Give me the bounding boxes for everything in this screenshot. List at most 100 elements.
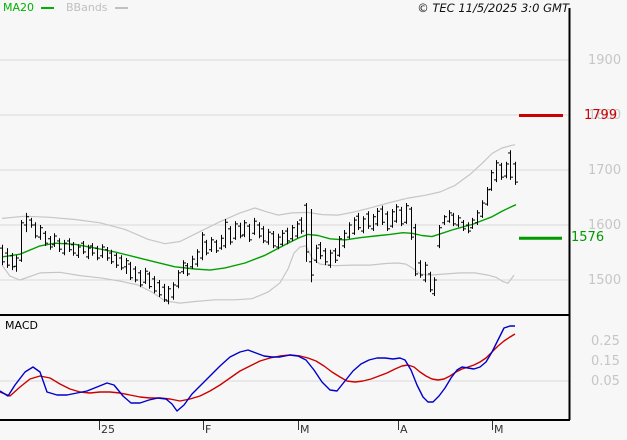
ohlc-bar [204, 239, 209, 256]
ohlc-bar [128, 261, 133, 280]
ohlc-bar [295, 221, 300, 239]
price-axis-label: 1700 [588, 163, 622, 178]
ohlc-bar [337, 236, 342, 257]
ohlc-bar [219, 234, 224, 250]
ohlc-bar [290, 225, 295, 241]
price-axis-label: 1600 [588, 218, 622, 233]
time-axis-label: M [300, 423, 310, 436]
price-axis-label: 1900 [588, 53, 622, 68]
time-axis-tick [99, 421, 100, 430]
macd-axis-label: 0.25 [591, 334, 620, 349]
ohlc-bar [361, 216, 366, 234]
bbands-legend-label: BBands [66, 1, 108, 14]
ohlc-bar [385, 211, 390, 232]
ohlc-bar [76, 244, 81, 258]
ma20-legend-label: MA20 [3, 1, 35, 14]
ohlc-bar [33, 222, 38, 239]
ohlc-bar [504, 161, 509, 179]
time-axis-label: 25 [101, 423, 115, 436]
ohlc-bar [451, 212, 456, 227]
time-axis-label: A [400, 423, 408, 436]
ohlc-bar [261, 226, 266, 244]
ohlc-bar [24, 212, 29, 233]
macd-line [0, 325, 515, 412]
ohlc-bar [0, 244, 5, 266]
ohlc-bar [10, 253, 15, 271]
ohlc-bar [190, 255, 195, 269]
ohlc-bar [342, 229, 347, 249]
macd-axis-label: 0.05 [591, 374, 620, 389]
ohlc-bar [5, 248, 10, 268]
bollinger-upper-band [1, 144, 516, 245]
ohlc-bar [394, 204, 399, 223]
ohlc-bar [461, 220, 466, 232]
ohlc-bar [356, 212, 361, 230]
ohlc-bar [470, 217, 475, 229]
bbands-line-swatch [114, 6, 128, 9]
ohlc-bar [38, 225, 43, 240]
ohlc-bar [309, 209, 314, 283]
ohlc-bar [48, 236, 53, 250]
time-axis-tick [298, 421, 299, 430]
ohlc-bar [489, 170, 494, 191]
ma20-line [1, 204, 517, 271]
ohlc-bar [95, 245, 100, 261]
ohlc-bar [100, 244, 105, 258]
time-axis-tick [203, 421, 204, 430]
ohlc-bar [14, 255, 19, 272]
ohlc-bar [328, 249, 333, 268]
ohlc-bar [399, 206, 404, 227]
ohlc-bar [428, 271, 433, 293]
ohlc-bar [233, 221, 238, 240]
ohlc-bar [404, 203, 409, 224]
indicator-legend: MA20 BBands [3, 1, 136, 14]
ohlc-bar [62, 239, 67, 256]
macd-panel-label: MACD [5, 319, 38, 332]
macd-signal-line [0, 333, 516, 402]
ohlc-bar [19, 220, 24, 262]
ohlc-bar [304, 203, 309, 262]
ohlc-bar [314, 244, 319, 263]
ohlc-bar [409, 206, 414, 240]
ohlc-bar [119, 255, 124, 271]
bollinger-lower-band [1, 245, 515, 304]
ohlc-bar [475, 210, 480, 225]
ohlc-bar [228, 226, 233, 245]
ohlc-bar [456, 215, 461, 228]
ohlc-bar [432, 277, 437, 296]
ohlc-bar [285, 227, 290, 245]
ohlc-bar [413, 223, 418, 277]
ohlc-bar [52, 233, 57, 247]
ohlc-bar [81, 240, 86, 255]
ohlc-bar [447, 210, 452, 223]
ohlc-bar [185, 262, 190, 277]
ohlc-bar [437, 225, 442, 249]
time-axis-tick [398, 421, 399, 430]
ohlc-bar [71, 242, 76, 256]
ohlc-bar [238, 222, 243, 239]
ohlc-bar [513, 161, 518, 185]
ohlc-bar [176, 270, 181, 289]
ohlc-bar [494, 160, 499, 183]
ohlc-bar [90, 243, 95, 256]
ohlc-bar [480, 200, 485, 218]
ohlc-bar [371, 214, 376, 232]
alert-upper-label: 1799 [584, 107, 618, 123]
ohlc-bar [380, 205, 385, 225]
ohlc-bar [171, 282, 176, 300]
ohlc-bar [318, 242, 323, 260]
ohlc-bar [195, 249, 200, 267]
ohlc-bar [375, 207, 380, 227]
ohlc-bar [323, 248, 328, 266]
ohlc-bar [152, 276, 157, 294]
ohlc-bar [508, 150, 513, 180]
price-axis-label: 1500 [588, 273, 622, 288]
ohlc-bar [166, 286, 171, 305]
ohlc-bar [257, 222, 262, 239]
ohlc-bar [352, 217, 357, 235]
ohlc-bar [466, 222, 471, 234]
ohlc-bar [390, 209, 395, 228]
ohlc-bar [124, 258, 129, 274]
ohlc-bar [266, 228, 271, 245]
ohlc-bar [276, 233, 281, 250]
